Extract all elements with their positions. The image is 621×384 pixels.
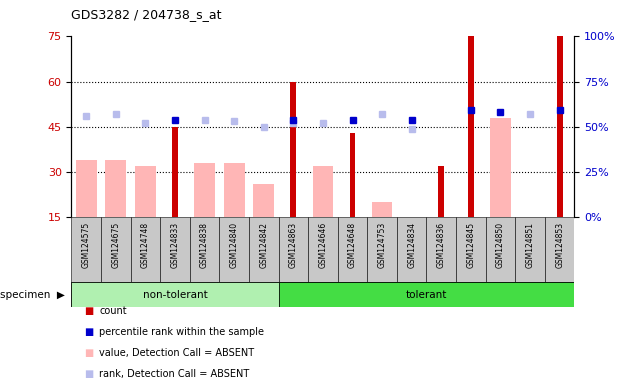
Bar xyxy=(291,82,296,217)
Bar xyxy=(135,166,156,217)
Text: ■: ■ xyxy=(84,306,93,316)
Text: count: count xyxy=(99,306,127,316)
Bar xyxy=(279,217,308,282)
Bar xyxy=(397,217,427,282)
Bar xyxy=(338,217,367,282)
Text: GSM124853: GSM124853 xyxy=(555,222,564,268)
Text: GDS3282 / 204738_s_at: GDS3282 / 204738_s_at xyxy=(71,8,222,21)
Text: GSM124748: GSM124748 xyxy=(141,222,150,268)
Bar xyxy=(308,217,338,282)
Text: GSM124842: GSM124842 xyxy=(259,222,268,268)
Bar xyxy=(76,160,97,217)
Text: GSM124863: GSM124863 xyxy=(289,222,298,268)
Bar xyxy=(456,217,486,282)
Bar xyxy=(545,217,574,282)
Bar xyxy=(279,282,574,307)
Text: ■: ■ xyxy=(84,327,93,337)
Text: GSM124575: GSM124575 xyxy=(82,222,91,268)
Bar xyxy=(372,202,392,217)
Text: GSM124840: GSM124840 xyxy=(230,222,238,268)
Bar xyxy=(556,36,563,217)
Bar xyxy=(190,217,219,282)
Text: GSM124648: GSM124648 xyxy=(348,222,357,268)
Bar xyxy=(438,166,444,217)
Bar xyxy=(486,217,515,282)
Bar xyxy=(101,217,130,282)
Bar xyxy=(427,217,456,282)
Bar xyxy=(106,160,126,217)
Text: rank, Detection Call = ABSENT: rank, Detection Call = ABSENT xyxy=(99,369,250,379)
Bar xyxy=(350,133,355,217)
Text: non-tolerant: non-tolerant xyxy=(143,290,207,300)
Text: GSM124833: GSM124833 xyxy=(171,222,179,268)
Text: GSM124753: GSM124753 xyxy=(378,222,387,268)
Bar xyxy=(249,217,279,282)
Text: ■: ■ xyxy=(84,369,93,379)
Bar xyxy=(172,127,178,217)
Text: GSM124838: GSM124838 xyxy=(200,222,209,268)
Bar xyxy=(71,217,101,282)
Bar xyxy=(367,217,397,282)
Bar xyxy=(468,36,474,217)
Text: percentile rank within the sample: percentile rank within the sample xyxy=(99,327,265,337)
Bar xyxy=(160,217,190,282)
Text: GSM124850: GSM124850 xyxy=(496,222,505,268)
Bar xyxy=(253,184,274,217)
Text: specimen  ▶: specimen ▶ xyxy=(0,290,65,300)
Text: GSM124845: GSM124845 xyxy=(466,222,475,268)
Text: tolerant: tolerant xyxy=(406,290,447,300)
Bar xyxy=(515,217,545,282)
Bar xyxy=(71,282,279,307)
Bar xyxy=(194,163,215,217)
Text: value, Detection Call = ABSENT: value, Detection Call = ABSENT xyxy=(99,348,255,358)
Text: GSM124834: GSM124834 xyxy=(407,222,416,268)
Bar xyxy=(219,217,249,282)
Text: ■: ■ xyxy=(84,348,93,358)
Bar xyxy=(490,118,511,217)
Text: GSM124675: GSM124675 xyxy=(111,222,120,268)
Bar xyxy=(130,217,160,282)
Bar xyxy=(312,166,333,217)
Text: GSM124646: GSM124646 xyxy=(319,222,327,268)
Text: GSM124851: GSM124851 xyxy=(525,222,535,268)
Text: GSM124836: GSM124836 xyxy=(437,222,446,268)
Bar xyxy=(224,163,245,217)
